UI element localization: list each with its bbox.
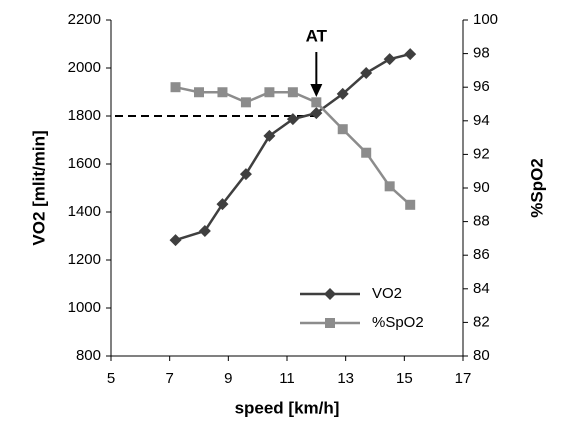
y-axis-label: VO2 [mlit/min] xyxy=(29,130,48,245)
point xyxy=(240,97,251,108)
legend-label: VO2 xyxy=(372,285,402,302)
annotation: AT xyxy=(306,26,328,45)
point xyxy=(336,87,349,100)
x-tick-label: 11 xyxy=(279,370,295,387)
point xyxy=(360,67,373,80)
y2-tick-label: 90 xyxy=(473,179,490,196)
point xyxy=(239,168,252,181)
point xyxy=(404,48,417,61)
point xyxy=(216,198,229,211)
y2-axis-label: %SpO2 xyxy=(527,158,546,218)
point xyxy=(263,129,276,142)
point xyxy=(337,124,348,135)
point xyxy=(287,87,298,98)
point xyxy=(170,82,181,93)
arrow-head xyxy=(310,84,323,97)
point xyxy=(383,53,396,66)
y-tick-label: 800 xyxy=(76,347,101,364)
legend-marker xyxy=(325,318,335,328)
point xyxy=(286,113,299,126)
y2-tick-label: 82 xyxy=(473,313,490,330)
legend-label: %SpO2 xyxy=(372,314,424,331)
x-tick-label: 13 xyxy=(337,370,354,387)
y-tick-label: 1800 xyxy=(68,107,101,124)
x-tick-label: 5 xyxy=(107,370,115,387)
point xyxy=(361,147,372,158)
y-tick-label: 2000 xyxy=(68,59,101,76)
y2-tick-label: 92 xyxy=(473,145,490,162)
y-tick-label: 1400 xyxy=(68,203,101,220)
x-tick-label: 7 xyxy=(165,370,173,387)
y2-tick-label: 86 xyxy=(473,246,490,263)
y-tick-label: 1200 xyxy=(68,251,101,268)
point xyxy=(169,234,182,247)
y2-tick-label: 100 xyxy=(473,11,498,28)
x-tick-label: 9 xyxy=(224,370,232,387)
point xyxy=(194,87,204,98)
y2-tick-label: 94 xyxy=(473,112,490,129)
y-tick-label: 1000 xyxy=(68,299,101,316)
point xyxy=(384,181,395,192)
legend-marker xyxy=(324,288,336,300)
y-tick-label: 2200 xyxy=(68,11,101,28)
point xyxy=(264,87,275,98)
y2-tick-label: 80 xyxy=(473,347,490,364)
y2-tick-label: 88 xyxy=(473,213,490,230)
series-line xyxy=(175,52,411,242)
x-tick-label: 17 xyxy=(455,370,472,387)
y2-tick-label: 84 xyxy=(473,280,490,297)
x-tick-label: 15 xyxy=(396,370,413,387)
series-line xyxy=(175,85,412,206)
point xyxy=(198,224,211,237)
y2-tick-label: 98 xyxy=(473,45,490,62)
point xyxy=(217,87,228,98)
y-tick-label: 1600 xyxy=(68,155,101,172)
y2-tick-label: 96 xyxy=(473,78,490,95)
point xyxy=(405,199,416,210)
point xyxy=(311,97,322,108)
x-axis-label: speed [km/h] xyxy=(235,398,340,417)
point xyxy=(310,107,323,120)
